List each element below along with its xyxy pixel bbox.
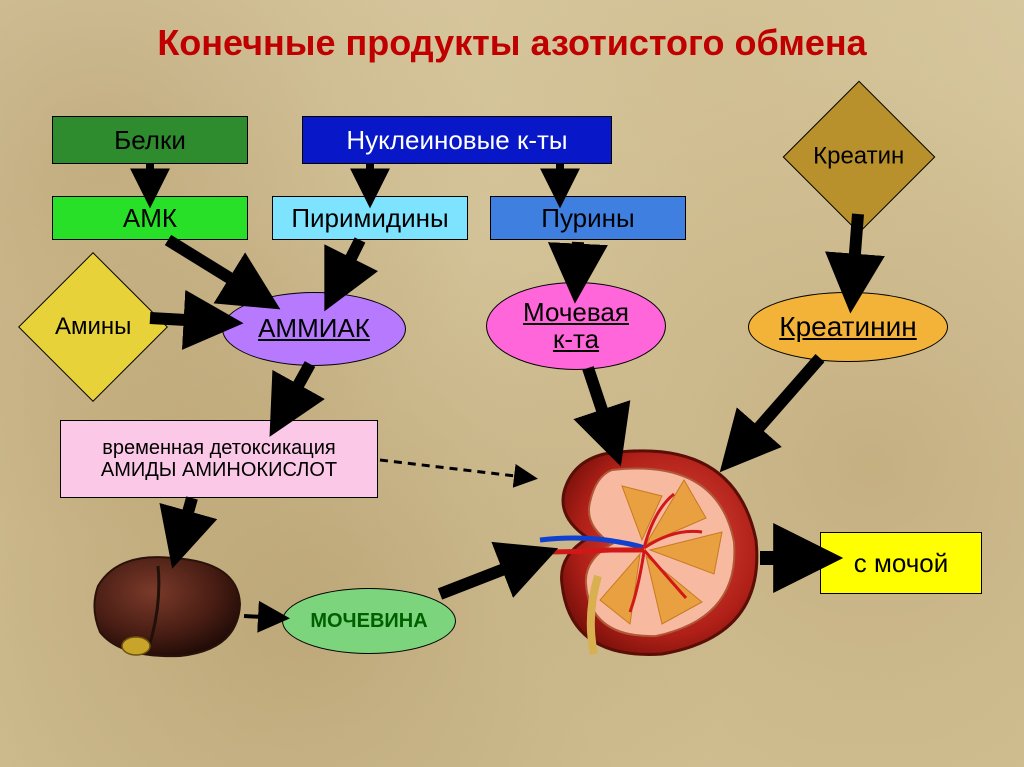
node-belki: Белки <box>52 116 248 164</box>
title-text: Конечные продукты азотистого обмена <box>157 22 866 63</box>
node-mochevina: МОЧЕВИНА <box>282 588 456 654</box>
node-amk: АМК <box>52 196 248 240</box>
node-nukl: Нуклеиновые к-ты <box>302 116 612 164</box>
node-smochoi: с мочой <box>820 532 982 594</box>
node-mochevaya: Мочеваяк-та <box>486 282 666 370</box>
node-kreatinin: Креатинин <box>748 292 948 362</box>
node-puriny: Пурины <box>490 196 686 240</box>
page-title: Конечные продукты азотистого обмена <box>0 22 1024 64</box>
node-detox: временная детоксикацияАМИДЫ АМИНОКИСЛОТ <box>60 420 378 498</box>
liver-illustration <box>88 546 248 666</box>
node-ammiak: АММИАК <box>222 292 406 366</box>
kidney-illustration <box>534 440 766 658</box>
node-pirimidiny: Пиримидины <box>272 196 468 240</box>
